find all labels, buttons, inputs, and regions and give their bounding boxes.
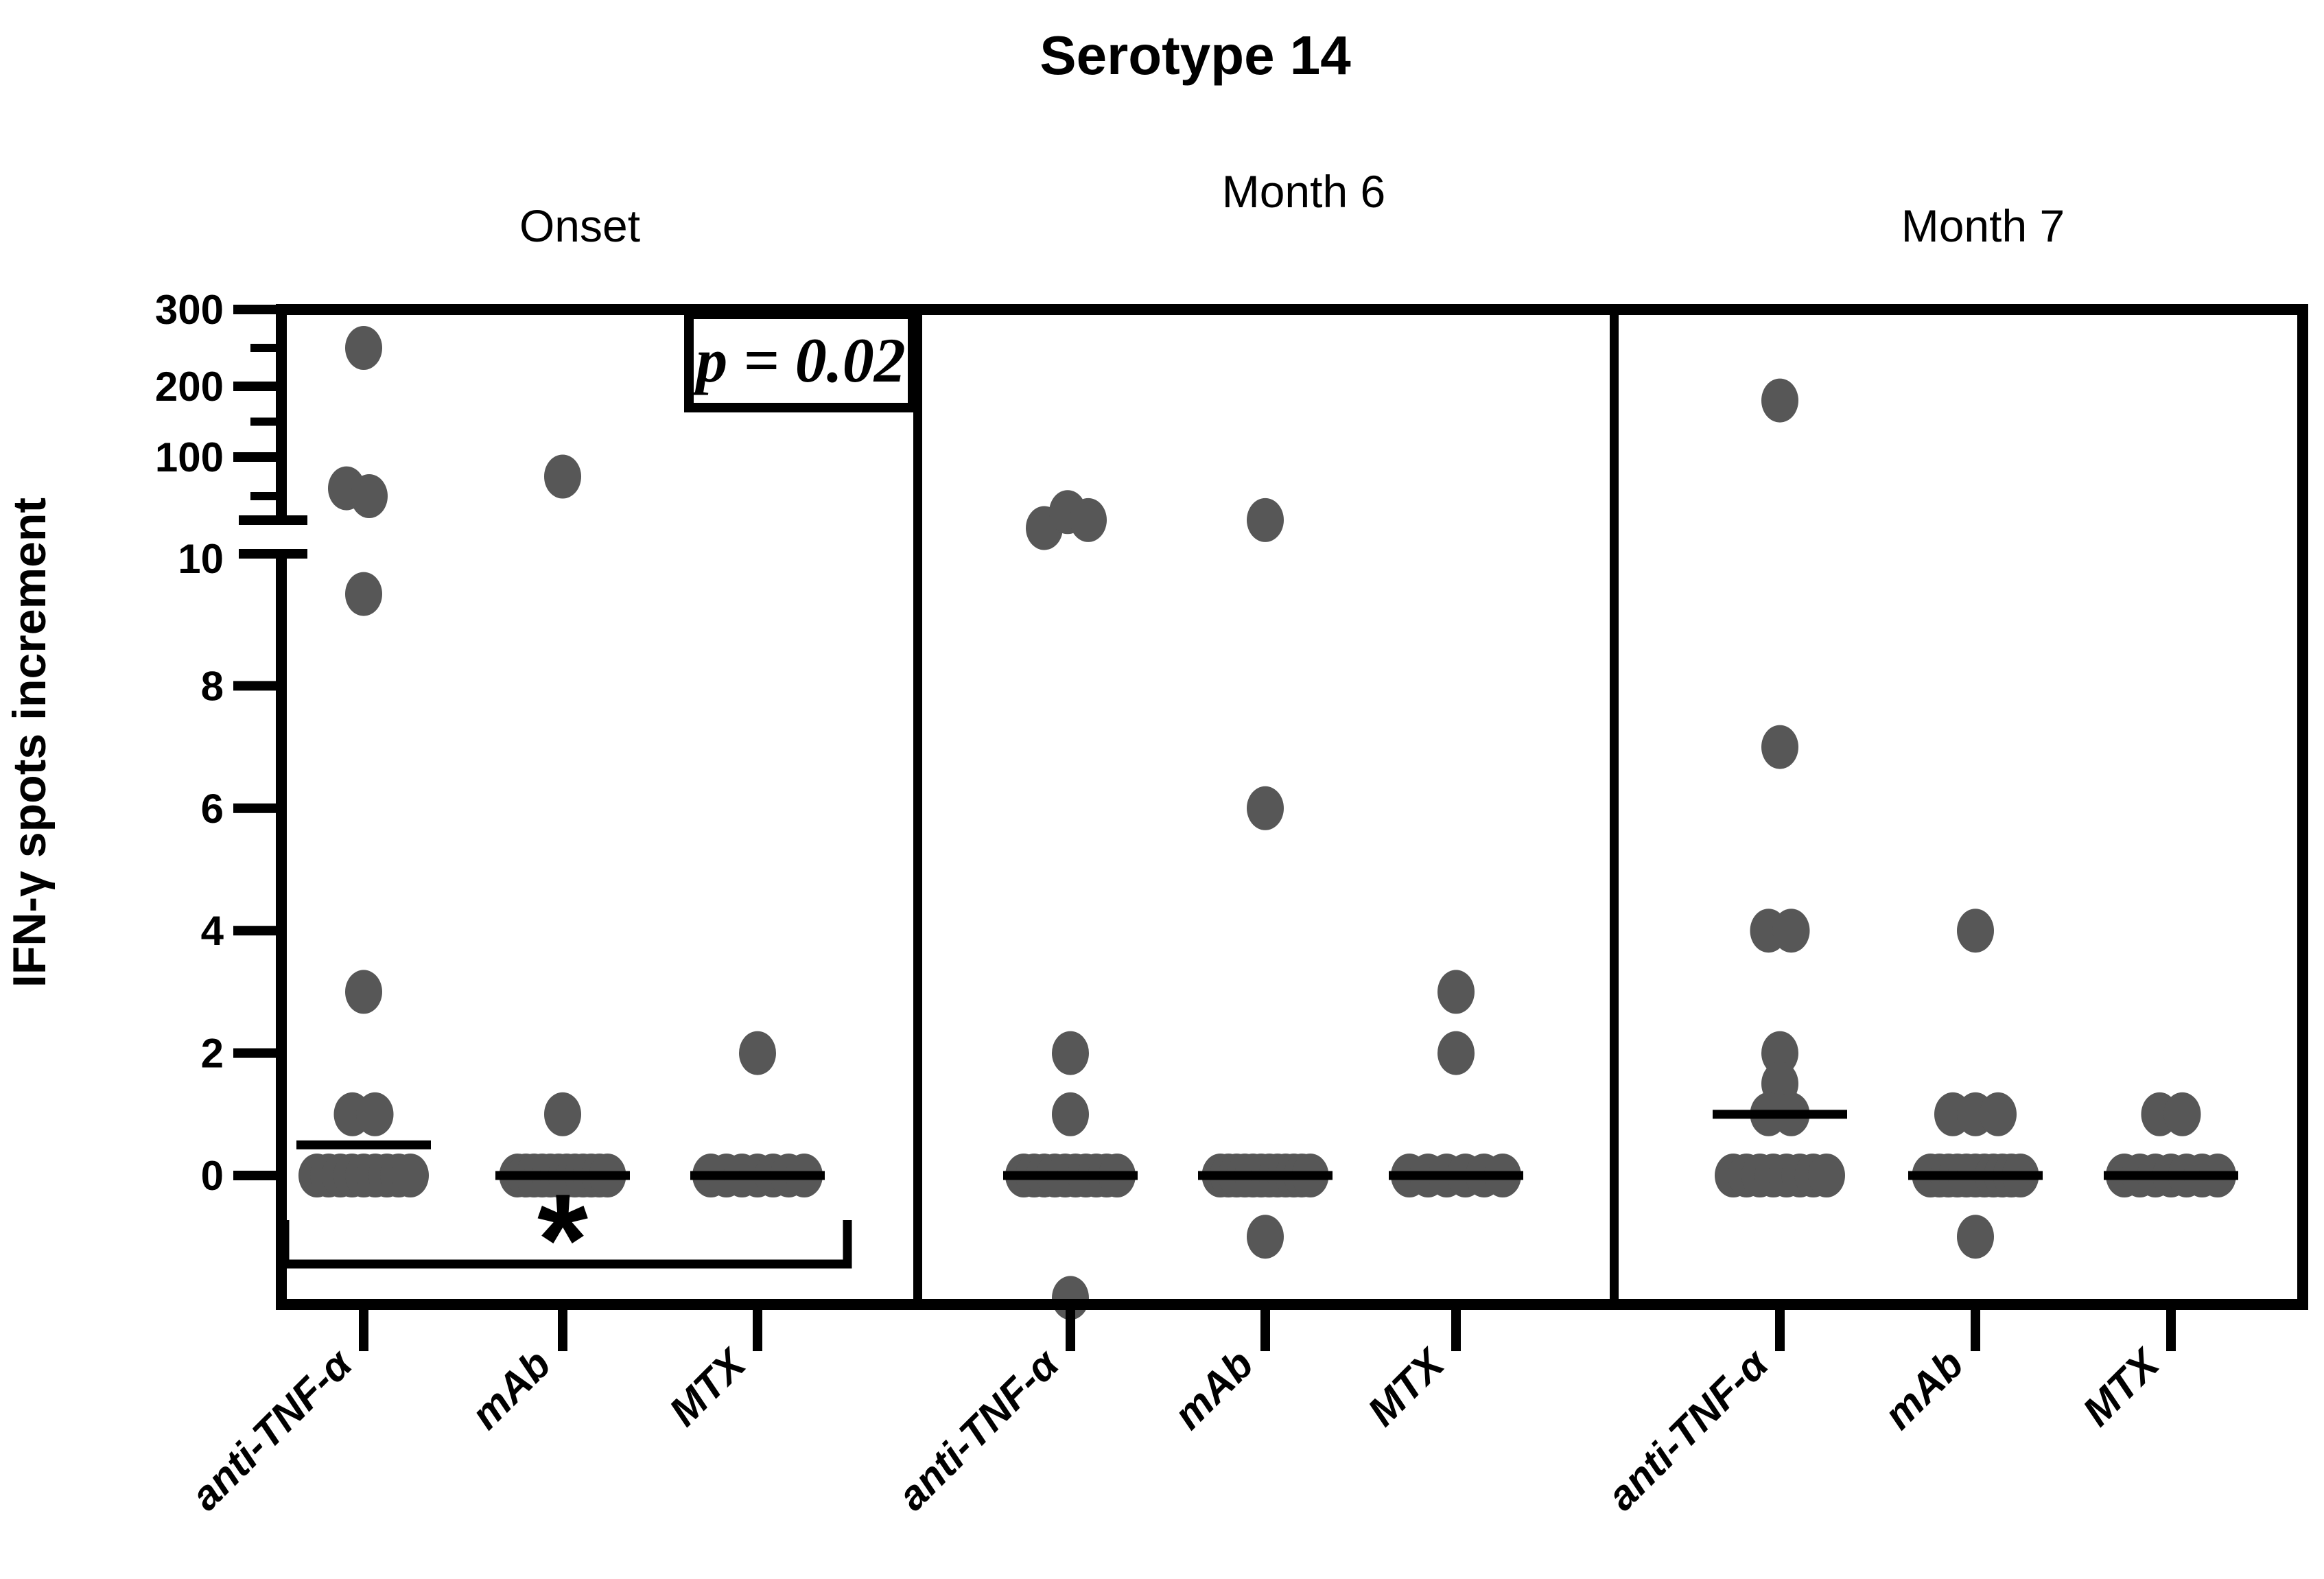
x-tick (1260, 1310, 1270, 1351)
frame-bottom-border (276, 1299, 2308, 1310)
data-point (1070, 498, 1107, 542)
median-line (1908, 1171, 2043, 1180)
y-tick-label: 0 (201, 1153, 224, 1199)
data-point (1052, 1092, 1089, 1136)
data-point (1052, 1031, 1089, 1075)
y-tick (233, 1171, 281, 1180)
median-line (1713, 1110, 1847, 1119)
axis-break-mark (239, 549, 307, 559)
axis-layer: 0 2 4 6 8 10 100 200 300 (155, 287, 2176, 1351)
data-point (1247, 1215, 1284, 1259)
significance-star: * (537, 1167, 588, 1313)
data-point (1980, 1092, 2017, 1136)
data-point (1761, 1031, 1798, 1075)
x-tick (1971, 1310, 1980, 1351)
y-tick (233, 382, 281, 391)
median-line (690, 1171, 825, 1180)
median-line (296, 1140, 431, 1149)
comparison-bracket (280, 1220, 852, 1269)
data-point (1957, 909, 1994, 953)
y-tick (233, 926, 281, 936)
data-point (544, 1092, 581, 1136)
x-tick (753, 1310, 762, 1351)
plot-frame (276, 304, 2308, 1310)
y-tick-label: 10 (178, 536, 224, 582)
y-tick (233, 1048, 281, 1058)
data-point (1437, 1031, 1475, 1075)
x-label-month6-anti-tnf: anti-TNF-α (889, 1340, 1068, 1519)
panel-header-month6: Month 6 (1222, 166, 1385, 217)
data-point (1772, 909, 1810, 953)
data-point (1437, 970, 1475, 1014)
y-tick (250, 417, 281, 426)
frame-top-border (276, 304, 2308, 315)
y-tick (250, 492, 281, 500)
data-point (1761, 378, 1798, 423)
data-point (351, 474, 388, 518)
y-tick (233, 803, 281, 813)
panel-divider-1 (913, 309, 922, 1305)
p-value-text: p = 0.02 (691, 325, 905, 395)
x-label-month6-mab: mAb (1165, 1341, 1263, 1438)
x-tick (1451, 1310, 1461, 1351)
x-label-month7-mtx: MTX (2074, 1339, 2170, 1435)
data-points-layer (296, 326, 2238, 1320)
x-tick (2166, 1310, 2176, 1351)
data-point (739, 1031, 776, 1075)
p-value-box: p = 0.02 (684, 309, 917, 412)
median-line (495, 1171, 630, 1180)
x-tick (1066, 1310, 1075, 1351)
x-tick (558, 1310, 567, 1351)
x-label-onset-mab: mAb (462, 1341, 560, 1438)
y-tick-label: 200 (155, 364, 224, 410)
data-point (1247, 498, 1284, 542)
x-label-month7-mab: mAb (1875, 1341, 1973, 1438)
y-tick-label: 6 (201, 786, 224, 832)
data-point (345, 970, 382, 1014)
data-point (392, 1154, 429, 1197)
y-axis-label: IFN-γ spots increment (3, 498, 56, 987)
p-value-box-border (684, 309, 917, 412)
median-line (1389, 1171, 1523, 1180)
y-tick-label: 4 (201, 908, 224, 954)
x-label-onset-mtx: MTX (660, 1339, 756, 1435)
y-tick-label: 8 (201, 663, 224, 709)
frame-right-border (2297, 304, 2308, 1310)
median-line (2104, 1171, 2238, 1180)
panel-header-onset: Onset (519, 200, 640, 251)
y-axis-upper-segment (276, 304, 287, 515)
data-point (1761, 725, 1798, 769)
data-point (345, 326, 382, 370)
y-tick-label: 300 (155, 287, 224, 333)
axis-break-mark (239, 515, 307, 525)
x-tick (1775, 1310, 1785, 1351)
data-point (1957, 1215, 1994, 1259)
panel-header-month7: Month 7 (1901, 200, 2065, 251)
x-axis-labels: anti-TNF-α mAb MTX anti-TNF-α mAb MTX an… (182, 1339, 2170, 1519)
y-tick (233, 305, 281, 314)
x-tick (359, 1310, 368, 1351)
y-tick (233, 452, 281, 462)
data-point (1247, 786, 1284, 830)
x-label-month7-anti-tnf: anti-TNF-α (1598, 1340, 1778, 1519)
y-tick-label: 100 (155, 434, 224, 480)
data-point (345, 572, 382, 616)
median-line (1198, 1171, 1333, 1180)
data-point (1808, 1154, 1845, 1197)
x-label-onset-anti-tnf: anti-TNF-α (182, 1340, 362, 1519)
data-point (2163, 1092, 2201, 1136)
data-point (544, 454, 581, 499)
median-line (1003, 1171, 1138, 1180)
y-tick (233, 681, 281, 691)
y-tick (250, 344, 281, 352)
panel-divider-2 (1610, 309, 1619, 1305)
y-tick-label: 2 (201, 1031, 224, 1077)
x-label-month6-mtx: MTX (1359, 1339, 1455, 1435)
chart-title: Serotype 14 (1040, 25, 1351, 86)
data-point (356, 1092, 394, 1136)
